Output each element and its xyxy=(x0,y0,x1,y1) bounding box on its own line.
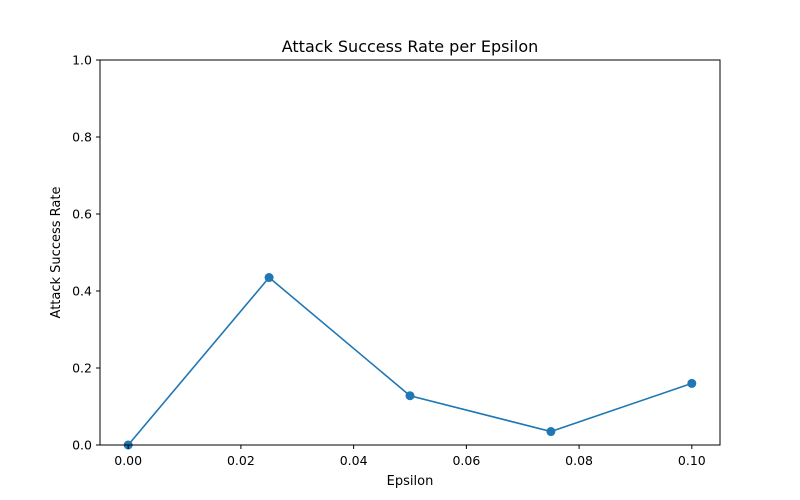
y-axis-ticks: 0.0 0.2 0.4 0.6 0.8 1.0 xyxy=(72,53,100,453)
series-line xyxy=(127,276,693,446)
y-tick-label: 0.0 xyxy=(72,438,92,453)
y-tick-label: 0.6 xyxy=(72,207,92,222)
x-tick-label: 0.04 xyxy=(340,453,368,468)
data-point xyxy=(546,427,556,437)
y-tick-label: 0.2 xyxy=(72,361,92,376)
x-tick-label: 0.06 xyxy=(452,453,480,468)
data-point xyxy=(264,273,274,283)
y-tick-label: 1.0 xyxy=(72,53,92,68)
plot-area xyxy=(123,273,697,450)
x-tick-label: 0.02 xyxy=(227,453,255,468)
y-tick-label: 0.8 xyxy=(72,130,92,145)
data-point xyxy=(687,378,697,388)
x-tick-label: 0.00 xyxy=(114,453,142,468)
y-tick-label: 0.4 xyxy=(72,284,92,299)
x-axis-label: Epsilon xyxy=(387,474,434,489)
x-axis-ticks: 0.00 0.02 0.04 0.06 0.08 0.10 xyxy=(114,445,706,468)
x-tick-label: 0.08 xyxy=(565,453,593,468)
data-point xyxy=(405,391,415,401)
y-axis-label: Attack Success Rate xyxy=(49,187,64,319)
plot-frame xyxy=(99,59,721,446)
x-tick-label: 0.10 xyxy=(678,453,706,468)
chart-title: Attack Success Rate per Epsilon xyxy=(282,37,539,56)
